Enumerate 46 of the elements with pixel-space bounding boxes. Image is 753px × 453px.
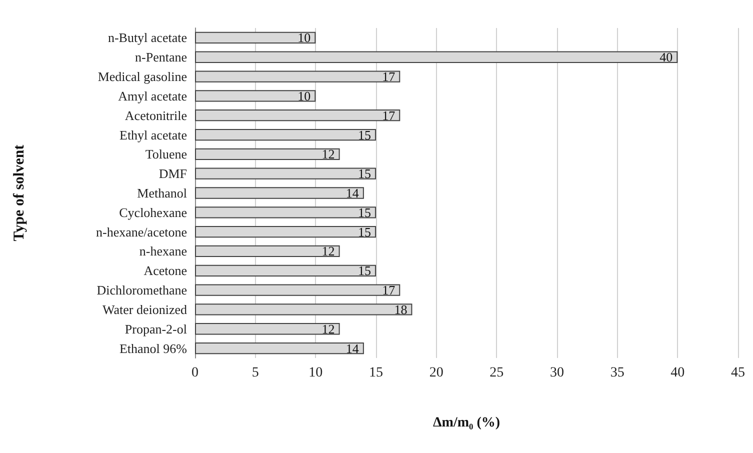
y-axis-title: Type of solvent <box>12 144 28 242</box>
data-label: 15 <box>358 204 371 220</box>
data-label: 17 <box>382 282 396 298</box>
y-tick-label: Acetone <box>144 263 188 278</box>
y-tick-label: n-hexane/acetone <box>96 224 188 240</box>
data-label: 10 <box>298 30 311 46</box>
x-tick-label: 45 <box>731 366 745 380</box>
data-label: 17 <box>382 69 396 84</box>
y-tick-label: DMF <box>158 166 187 182</box>
x-tick-label: 15 <box>369 366 383 380</box>
y-tick-label: Dichloromethane <box>96 282 188 298</box>
data-label: 10 <box>298 88 311 104</box>
data-label: 15 <box>358 263 371 278</box>
data-label: 14 <box>346 340 360 356</box>
y-tick-label: Propan-2-ol <box>124 321 188 336</box>
y-tick-label: n-Butyl acetate <box>108 30 188 46</box>
x-tick-label: 30 <box>550 366 564 380</box>
y-tick-label: Water deionized <box>102 302 188 317</box>
data-label: 18 <box>394 302 408 317</box>
x-axis-title: Δm/m₀ (%) <box>432 416 500 430</box>
y-tick-label: n-hexane <box>139 244 188 259</box>
y-tick-label: Ethanol 96% <box>119 340 188 356</box>
data-label: 17 <box>382 108 396 123</box>
data-label: 15 <box>358 166 371 182</box>
y-tick-label: Ethyl acetate <box>120 127 188 142</box>
x-tick-label: 40 <box>670 366 685 380</box>
x-tick-label: 35 <box>610 366 624 380</box>
y-tick-label: Methanol <box>137 186 188 200</box>
x-tick-label: 5 <box>252 366 259 380</box>
data-label: 15 <box>358 127 371 142</box>
x-tick-label: 10 <box>308 366 323 380</box>
data-label: 12 <box>322 321 335 336</box>
y-tick-label: Cyclohexane <box>119 204 188 220</box>
y-tick-label: Toluene <box>145 146 188 162</box>
y-tick-label: Acetonitrile <box>124 108 188 123</box>
data-label: 40 <box>660 50 673 65</box>
data-label: 15 <box>358 224 371 240</box>
x-tick-label: 20 <box>429 366 444 380</box>
x-tick-label: 25 <box>490 366 504 380</box>
y-tick-label: Medical gasoline <box>98 69 188 84</box>
data-label: 12 <box>322 146 335 162</box>
data-label: 14 <box>346 186 360 200</box>
y-tick-label: Amyl acetate <box>118 88 188 104</box>
data-label: 12 <box>322 244 335 259</box>
y-tick-label: n-Pentane <box>135 50 188 65</box>
x-tick-label: 0 <box>192 366 198 380</box>
